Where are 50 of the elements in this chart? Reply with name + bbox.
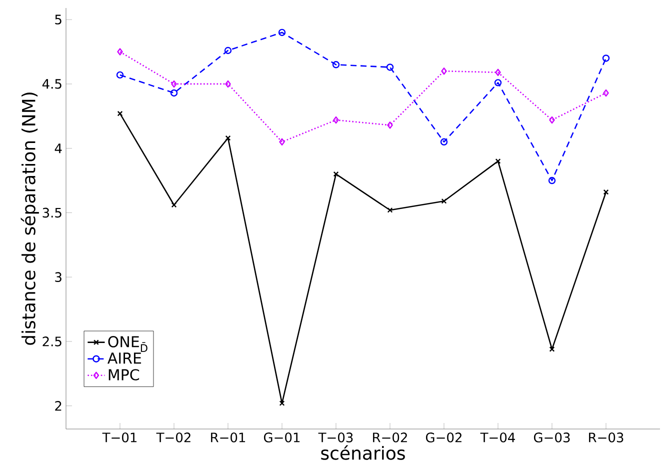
point: [440, 138, 448, 146]
point: [495, 158, 501, 164]
x-tick-label: R−03: [589, 432, 624, 442]
point: [278, 28, 286, 36]
x-tick-label: T−04: [480, 432, 515, 442]
point: [116, 71, 124, 79]
x-tick-label: R−01: [211, 432, 246, 442]
legend-label: ONE$_{D̄}$: [108, 336, 148, 352]
point: [386, 64, 394, 71]
point: [548, 176, 556, 184]
point: [224, 46, 232, 54]
point: [549, 116, 555, 124]
point: [495, 68, 501, 76]
x-tick-label: G−01: [264, 432, 300, 442]
point: [549, 346, 555, 352]
point: [441, 67, 447, 75]
point: [279, 138, 285, 146]
point: [332, 61, 340, 68]
y-tick-label: 4: [54, 144, 62, 154]
point: [387, 122, 393, 129]
y-tick-label: 2.5: [42, 336, 62, 346]
x-tick-label: G−03: [534, 432, 570, 442]
point: [279, 400, 285, 406]
legend-label: AIRE: [108, 352, 142, 364]
point: [387, 207, 393, 213]
x-axis-title: scénarios: [321, 445, 405, 460]
y-tick-label: 2: [55, 401, 62, 411]
point: [225, 135, 231, 141]
point: [333, 171, 339, 177]
point: [171, 80, 177, 88]
x-tick-label: G−02: [426, 432, 462, 442]
y-tick-label: 4.5: [42, 79, 62, 89]
y-tick-label: 3: [55, 272, 62, 282]
point: [602, 54, 610, 62]
point: [333, 116, 339, 124]
y-axis-title: distance de séparation (NM): [20, 92, 39, 345]
x-tick-label: R−02: [373, 432, 407, 442]
y-tick-label: 5: [55, 14, 62, 24]
x-tick-label: T−03: [318, 432, 353, 442]
y-tick-label: 3.5: [42, 208, 62, 218]
point: [225, 80, 231, 88]
x-tick-label: T−01: [102, 432, 136, 442]
point: [117, 48, 123, 56]
legend-label: MPC: [108, 369, 140, 380]
point: [494, 79, 502, 86]
point: [441, 198, 447, 204]
point: [171, 202, 177, 208]
point: [603, 89, 609, 97]
x-tick-label: T−02: [156, 432, 190, 442]
point: [170, 89, 178, 97]
